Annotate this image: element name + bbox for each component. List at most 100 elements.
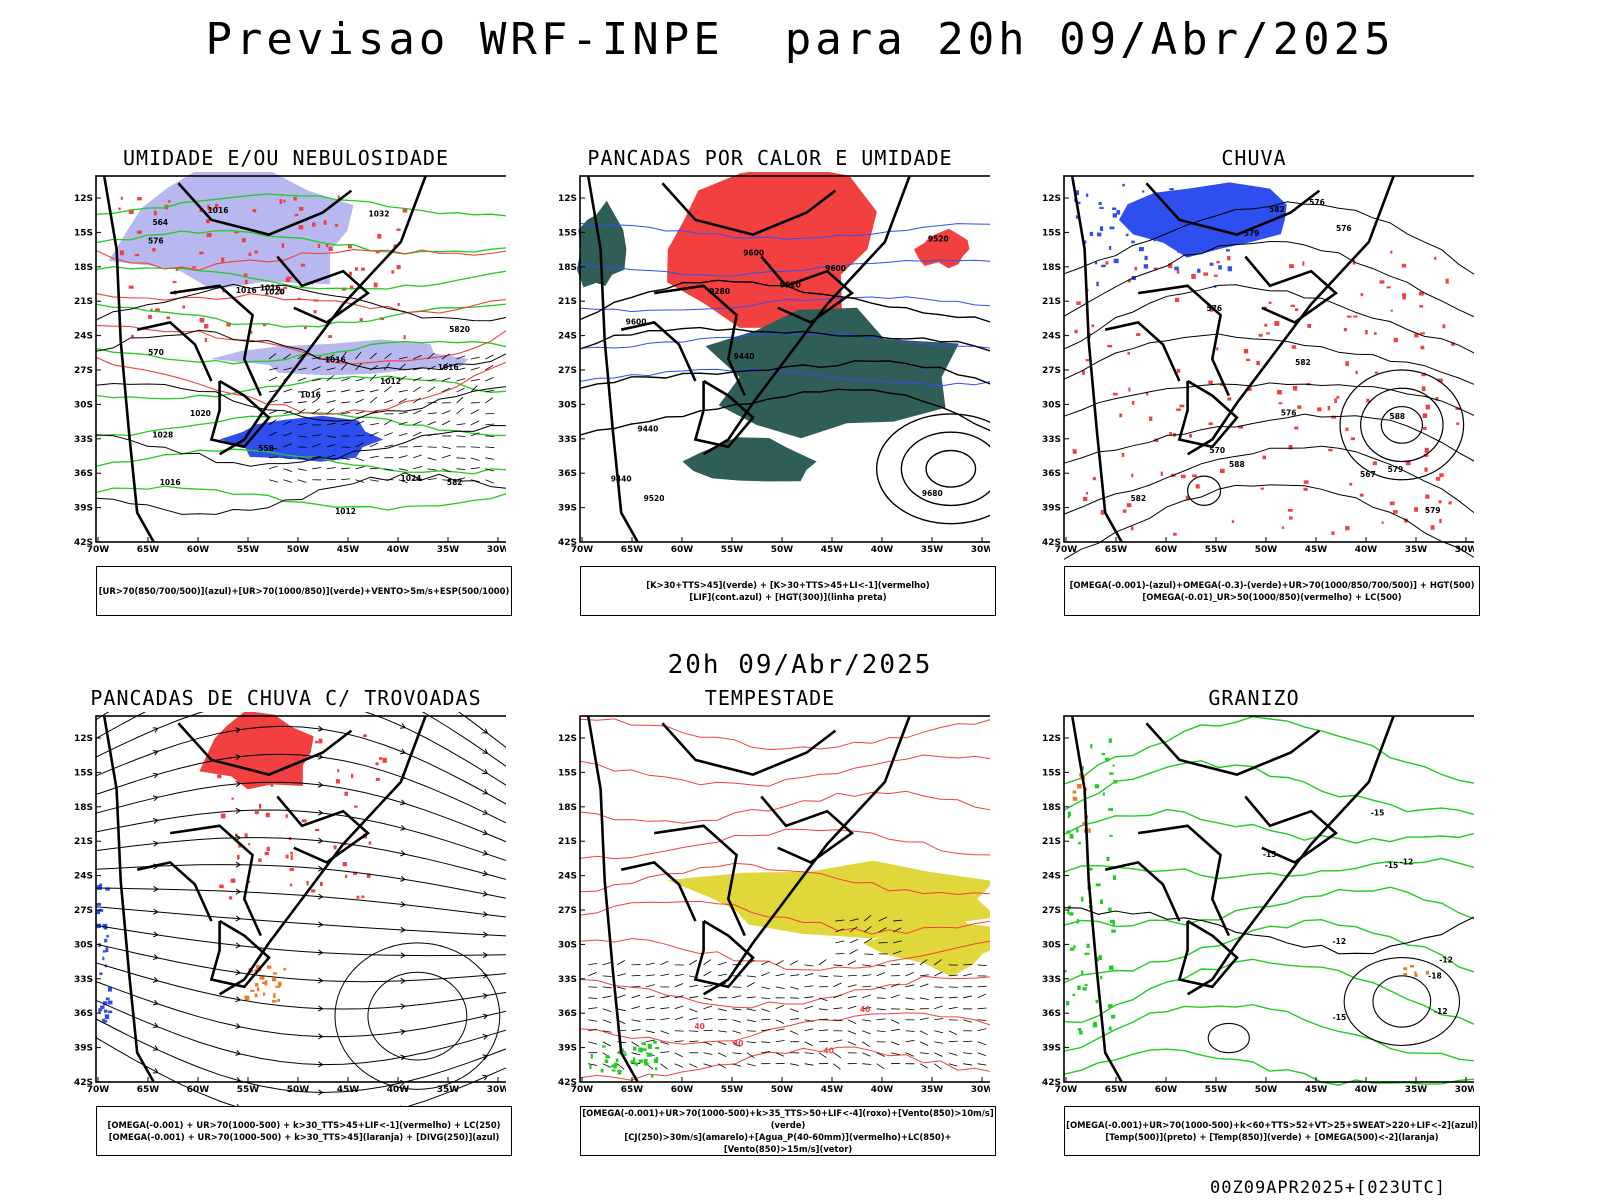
wind-vector bbox=[340, 351, 347, 360]
wind-vector bbox=[631, 1019, 641, 1022]
streamline-arrow bbox=[152, 749, 159, 756]
temp850-speckle bbox=[1069, 912, 1074, 916]
wind-vector bbox=[413, 420, 422, 426]
lon-label: 30W bbox=[487, 545, 506, 555]
wind-vector bbox=[876, 1063, 885, 1070]
contour-label: 9440 bbox=[611, 475, 632, 484]
contour-label: 9600 bbox=[626, 318, 647, 327]
temp850-speckle bbox=[1089, 867, 1093, 871]
storm-speckle bbox=[258, 858, 262, 862]
wind-vector bbox=[398, 468, 408, 471]
temp850-contour bbox=[1063, 808, 1474, 844]
divergence-speckle bbox=[96, 909, 101, 915]
rain-speckle bbox=[1303, 480, 1309, 484]
storm-speckle bbox=[285, 854, 289, 859]
rain-speckle bbox=[1227, 266, 1232, 272]
wind-vector bbox=[369, 410, 379, 415]
wind-vector bbox=[398, 389, 408, 393]
wind-vector bbox=[470, 467, 480, 470]
legend-line: [CJ(250)>30m/s](amarelo)+[Agua_P(40-60mm… bbox=[624, 1132, 952, 1154]
streamline bbox=[95, 864, 506, 899]
lat-label: 15S bbox=[558, 768, 577, 778]
rain-speckle bbox=[1268, 301, 1272, 304]
rain-speckle bbox=[1128, 279, 1131, 283]
map-frame bbox=[579, 715, 990, 1083]
wind-vector bbox=[441, 353, 450, 360]
rain-speckle bbox=[1216, 347, 1219, 351]
wind-vector bbox=[688, 959, 698, 966]
wind-vector bbox=[427, 401, 437, 404]
wind-vector bbox=[977, 993, 986, 999]
country-border bbox=[702, 175, 911, 456]
wind-vector bbox=[369, 422, 379, 426]
red-speckle bbox=[150, 308, 153, 312]
wind-vector bbox=[833, 1019, 843, 1022]
red-speckle bbox=[311, 222, 316, 227]
rain-speckle bbox=[1107, 344, 1113, 348]
wind-vector bbox=[703, 970, 712, 977]
contour-label: 1016 bbox=[438, 363, 459, 372]
temp850-contour bbox=[1063, 759, 1474, 816]
streamline bbox=[95, 725, 506, 805]
lat-label: 39S bbox=[74, 504, 93, 514]
wind-vector bbox=[717, 973, 727, 977]
wind-vector bbox=[297, 422, 307, 426]
lon-label: 30W bbox=[487, 1085, 506, 1095]
rain-speckle bbox=[1278, 402, 1283, 405]
wind-vector bbox=[862, 964, 872, 967]
wind-speckle bbox=[605, 1055, 610, 1059]
rain-speckle bbox=[1112, 392, 1118, 396]
wind-vector bbox=[456, 387, 465, 393]
omega-speckle bbox=[1403, 973, 1407, 976]
rain-speckle bbox=[1390, 309, 1393, 312]
temp850-contour bbox=[1063, 958, 1474, 1025]
wind-vector bbox=[297, 446, 307, 448]
streamline-arrow bbox=[400, 799, 406, 806]
wind-vector bbox=[919, 1017, 929, 1021]
wind-vector bbox=[847, 974, 857, 977]
streamline-arrow bbox=[482, 931, 489, 938]
lif-contour bbox=[579, 259, 990, 277]
wind-vector bbox=[948, 1052, 958, 1056]
wind-vector bbox=[616, 994, 626, 999]
temp850-speckle bbox=[1073, 945, 1076, 949]
wind-vector bbox=[703, 959, 712, 966]
storm-speckle bbox=[230, 878, 236, 883]
streamline-arrow bbox=[317, 1061, 324, 1068]
red-speckle bbox=[206, 233, 212, 237]
wind-vector bbox=[674, 974, 684, 977]
wind-vector bbox=[268, 456, 279, 459]
wind-vector bbox=[427, 412, 437, 415]
rain-speckle bbox=[1421, 372, 1427, 377]
streamline-arrow bbox=[235, 888, 242, 895]
divergence-speckle bbox=[102, 1001, 108, 1006]
temp850-speckle bbox=[1072, 993, 1076, 996]
streamline-arrow bbox=[235, 1050, 242, 1056]
wind-vector bbox=[876, 986, 886, 990]
country-border bbox=[170, 824, 262, 937]
wind-vector bbox=[297, 377, 307, 382]
temp850-speckle bbox=[1076, 918, 1079, 924]
country-border bbox=[177, 722, 353, 776]
wind-vector bbox=[470, 457, 480, 461]
wind-vector bbox=[427, 386, 436, 393]
temp850-speckle bbox=[1108, 738, 1112, 743]
wind-vector bbox=[862, 994, 871, 999]
wind-vector bbox=[746, 996, 756, 999]
rain-speckle bbox=[1439, 518, 1442, 524]
rain-speckle bbox=[1435, 477, 1441, 481]
rain-speckle bbox=[1345, 427, 1349, 432]
contour-label: -15 bbox=[1263, 850, 1277, 859]
rain-speckle bbox=[1334, 398, 1337, 404]
rain-speckle bbox=[1130, 526, 1134, 531]
wind-vector bbox=[485, 354, 494, 360]
wind-vector bbox=[689, 1030, 699, 1032]
wind-vector bbox=[645, 1006, 655, 1010]
divergence-speckle bbox=[97, 885, 102, 890]
wind-vector bbox=[775, 960, 784, 966]
contour-label: -18 bbox=[1428, 971, 1442, 980]
storm-speckle bbox=[337, 769, 340, 773]
red-dashed-contour bbox=[95, 293, 506, 314]
temp850-speckle bbox=[1108, 907, 1112, 912]
wind-vector bbox=[761, 1018, 771, 1021]
